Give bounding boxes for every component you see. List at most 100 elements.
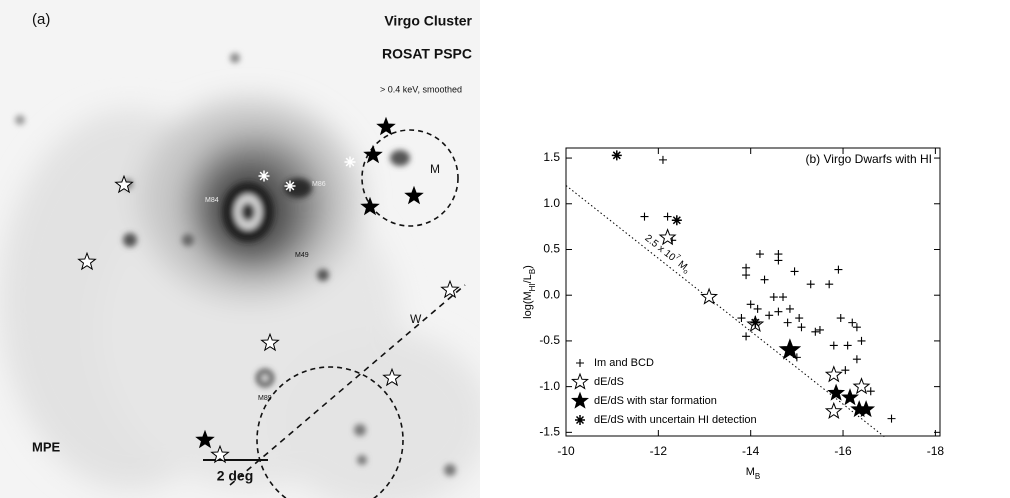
filled-star-marker xyxy=(404,185,424,205)
y-tick-label: -0.5 xyxy=(539,333,560,347)
plus-marker xyxy=(663,212,672,221)
label-part: M xyxy=(674,257,690,273)
open-star-marker xyxy=(260,332,280,352)
plus-marker xyxy=(640,212,649,221)
superscript: o xyxy=(681,268,688,276)
superscript: 7 xyxy=(674,254,681,262)
plus-marker xyxy=(755,250,764,259)
plus-marker xyxy=(783,318,792,327)
plus-marker xyxy=(774,256,783,265)
subscript: B xyxy=(755,472,760,481)
plus-marker xyxy=(841,366,850,375)
image-title: Virgo Cluster xyxy=(384,13,472,29)
filled-star-marker xyxy=(195,429,215,449)
filled-star-marker xyxy=(827,383,846,401)
plus-marker xyxy=(815,325,824,334)
chart-title: (b) Virgo Dwarfs with HI xyxy=(806,152,932,166)
open-star-marker xyxy=(700,287,719,305)
filled-star-marker xyxy=(360,196,380,216)
subscript: HI xyxy=(528,283,537,291)
plus-marker xyxy=(737,314,746,323)
asterisk-marker xyxy=(258,170,270,182)
legend-label: dE/dS with uncertain HI detection xyxy=(594,414,757,426)
plus-marker xyxy=(843,341,852,350)
plus-marker xyxy=(836,314,845,323)
institute: MPE xyxy=(32,439,61,454)
asterisk-marker xyxy=(671,215,682,226)
legend-label: Im and BCD xyxy=(594,357,654,369)
plus-marker xyxy=(765,311,774,320)
legend-label: dE/dS xyxy=(594,376,624,388)
y-tick-label: 1.5 xyxy=(543,150,560,164)
y-tick-label: 0.5 xyxy=(543,242,560,256)
plus-marker xyxy=(785,304,794,313)
plus-marker xyxy=(742,271,751,280)
region-label: M xyxy=(430,162,440,176)
plus-marker xyxy=(866,387,875,396)
filled-star-marker xyxy=(571,391,589,409)
plus-marker xyxy=(887,414,896,423)
open-star-marker xyxy=(382,367,402,387)
plus-marker xyxy=(834,265,843,274)
x-tick-label: -14 xyxy=(742,444,760,458)
x-axis-label: MB xyxy=(746,466,761,481)
plus-marker xyxy=(774,307,783,316)
xray-image: (a) Virgo Cluster ROSAT PSPC > 0.4 keV, … xyxy=(0,0,480,498)
plus-marker xyxy=(779,293,788,302)
scatter-plot: -10 -12 -14 -16 -18 1.5 1.0 0.5 0.0 -0.5 -1.0 -1.5 M… xyxy=(522,147,945,481)
plot-frame xyxy=(565,147,941,437)
open-star-marker xyxy=(440,279,460,299)
plus-marker xyxy=(658,155,667,164)
plus-marker xyxy=(806,280,815,289)
y-tick-label: -1.0 xyxy=(539,379,560,393)
y-tick-label: -1.5 xyxy=(539,425,560,439)
open-star-marker xyxy=(114,174,134,194)
y-axis-label: log(MHI/LB) xyxy=(522,265,537,319)
asterisk-marker xyxy=(611,150,622,161)
plus-marker xyxy=(753,304,762,313)
source-label: M49 xyxy=(295,252,309,259)
plus-marker xyxy=(811,327,820,336)
filled-star-marker xyxy=(363,144,383,164)
open-star-marker xyxy=(824,365,843,383)
asterisk-marker xyxy=(750,317,761,328)
panel-label: (a) xyxy=(32,11,50,28)
asterisk-marker xyxy=(284,180,296,192)
plus-marker xyxy=(769,293,778,302)
y-tick-label: 1.0 xyxy=(543,196,560,210)
open-star-marker xyxy=(210,444,230,464)
label-part: ) xyxy=(522,265,534,269)
plus-marker xyxy=(857,336,866,345)
plus-marker xyxy=(790,267,799,276)
open-star-marker xyxy=(824,401,843,419)
plus-marker xyxy=(829,341,838,350)
open-star-marker xyxy=(658,228,677,246)
energy-band: > 0.4 keV, smoothed xyxy=(380,84,462,94)
source-label: M84 xyxy=(205,197,219,204)
filled-star-marker xyxy=(376,116,396,136)
filled-star-marker xyxy=(857,400,876,418)
open-star-marker xyxy=(852,377,871,395)
y-tick-label: 0.0 xyxy=(543,287,560,301)
plus-marker xyxy=(742,263,751,272)
x-tick-label: -18 xyxy=(927,444,945,458)
legend-label: dE/dS with star formation xyxy=(594,395,717,407)
plus-marker xyxy=(852,323,861,332)
plus-marker xyxy=(576,359,584,367)
asterisk-marker xyxy=(575,415,585,425)
x-tick-label: -16 xyxy=(834,444,852,458)
plus-marker xyxy=(760,275,769,284)
region-label: W xyxy=(410,312,422,326)
x-tick-label: -10 xyxy=(557,444,575,458)
plus-marker xyxy=(742,332,751,341)
open-star-marker xyxy=(571,372,589,390)
source-label: M86 xyxy=(312,181,326,188)
source-label: M89 xyxy=(258,395,272,402)
plus-marker xyxy=(797,323,806,332)
asterisk-marker xyxy=(344,156,356,168)
plus-marker xyxy=(795,314,804,323)
x-tick-label: -12 xyxy=(650,444,668,458)
plus-marker xyxy=(746,300,755,309)
